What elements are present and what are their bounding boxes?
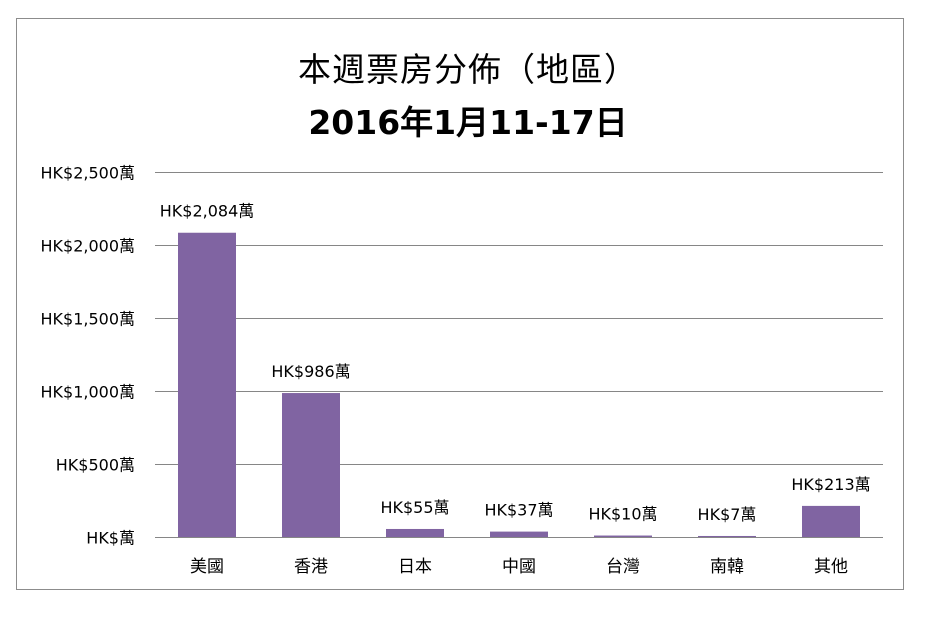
y-tick-label: HK$1,500萬 [40,310,135,329]
bar [282,393,340,537]
data-label: HK$7萬 [698,505,757,524]
gridlines [155,172,883,538]
category-label: 香港 [294,557,328,577]
data-labels: HK$2,084萬 HK$986萬 HK$55萬 HK$37萬 HK$10萬 HK$7萬 H… [160,202,871,524]
y-tick-label: HK$2,500萬 [40,164,135,183]
data-label: HK$986萬 [271,362,350,381]
category-label: 中國 [502,557,536,577]
data-label: HK$10萬 [588,505,657,524]
category-label: 日本 [398,557,432,577]
category-label: 南韓 [710,557,744,577]
chart-title: 本週票房分佈（地區） [298,50,638,89]
x-axis-categories: 美國 香港 日本 中國 台灣 南韓 其他 [190,557,848,577]
chart-subtitle: 2016年1月11-17日 [308,103,628,142]
y-tick-label: HK$萬 [86,529,135,548]
category-label: 台灣 [606,557,640,577]
y-tick-label: HK$500萬 [56,456,135,475]
bar [698,535,756,537]
data-label: HK$37萬 [484,501,553,520]
chart-frame [16,18,904,590]
bar [802,505,860,537]
y-tick-label: HK$1,000萬 [40,383,135,402]
category-label: 美國 [190,557,224,577]
bar [594,535,652,537]
y-axis-ticks: HK$萬 HK$500萬 HK$1,000萬 HK$1,500萬 HK$2,000萬 HK… [40,164,135,548]
data-label: HK$2,084萬 [160,202,255,221]
bar [178,232,236,537]
bar [490,531,548,537]
category-label: 其他 [814,557,848,577]
y-tick-label: HK$2,000萬 [40,237,135,256]
data-label: HK$55萬 [380,498,449,517]
data-label: HK$213萬 [791,475,870,494]
bar [386,528,444,537]
bars [178,232,860,537]
